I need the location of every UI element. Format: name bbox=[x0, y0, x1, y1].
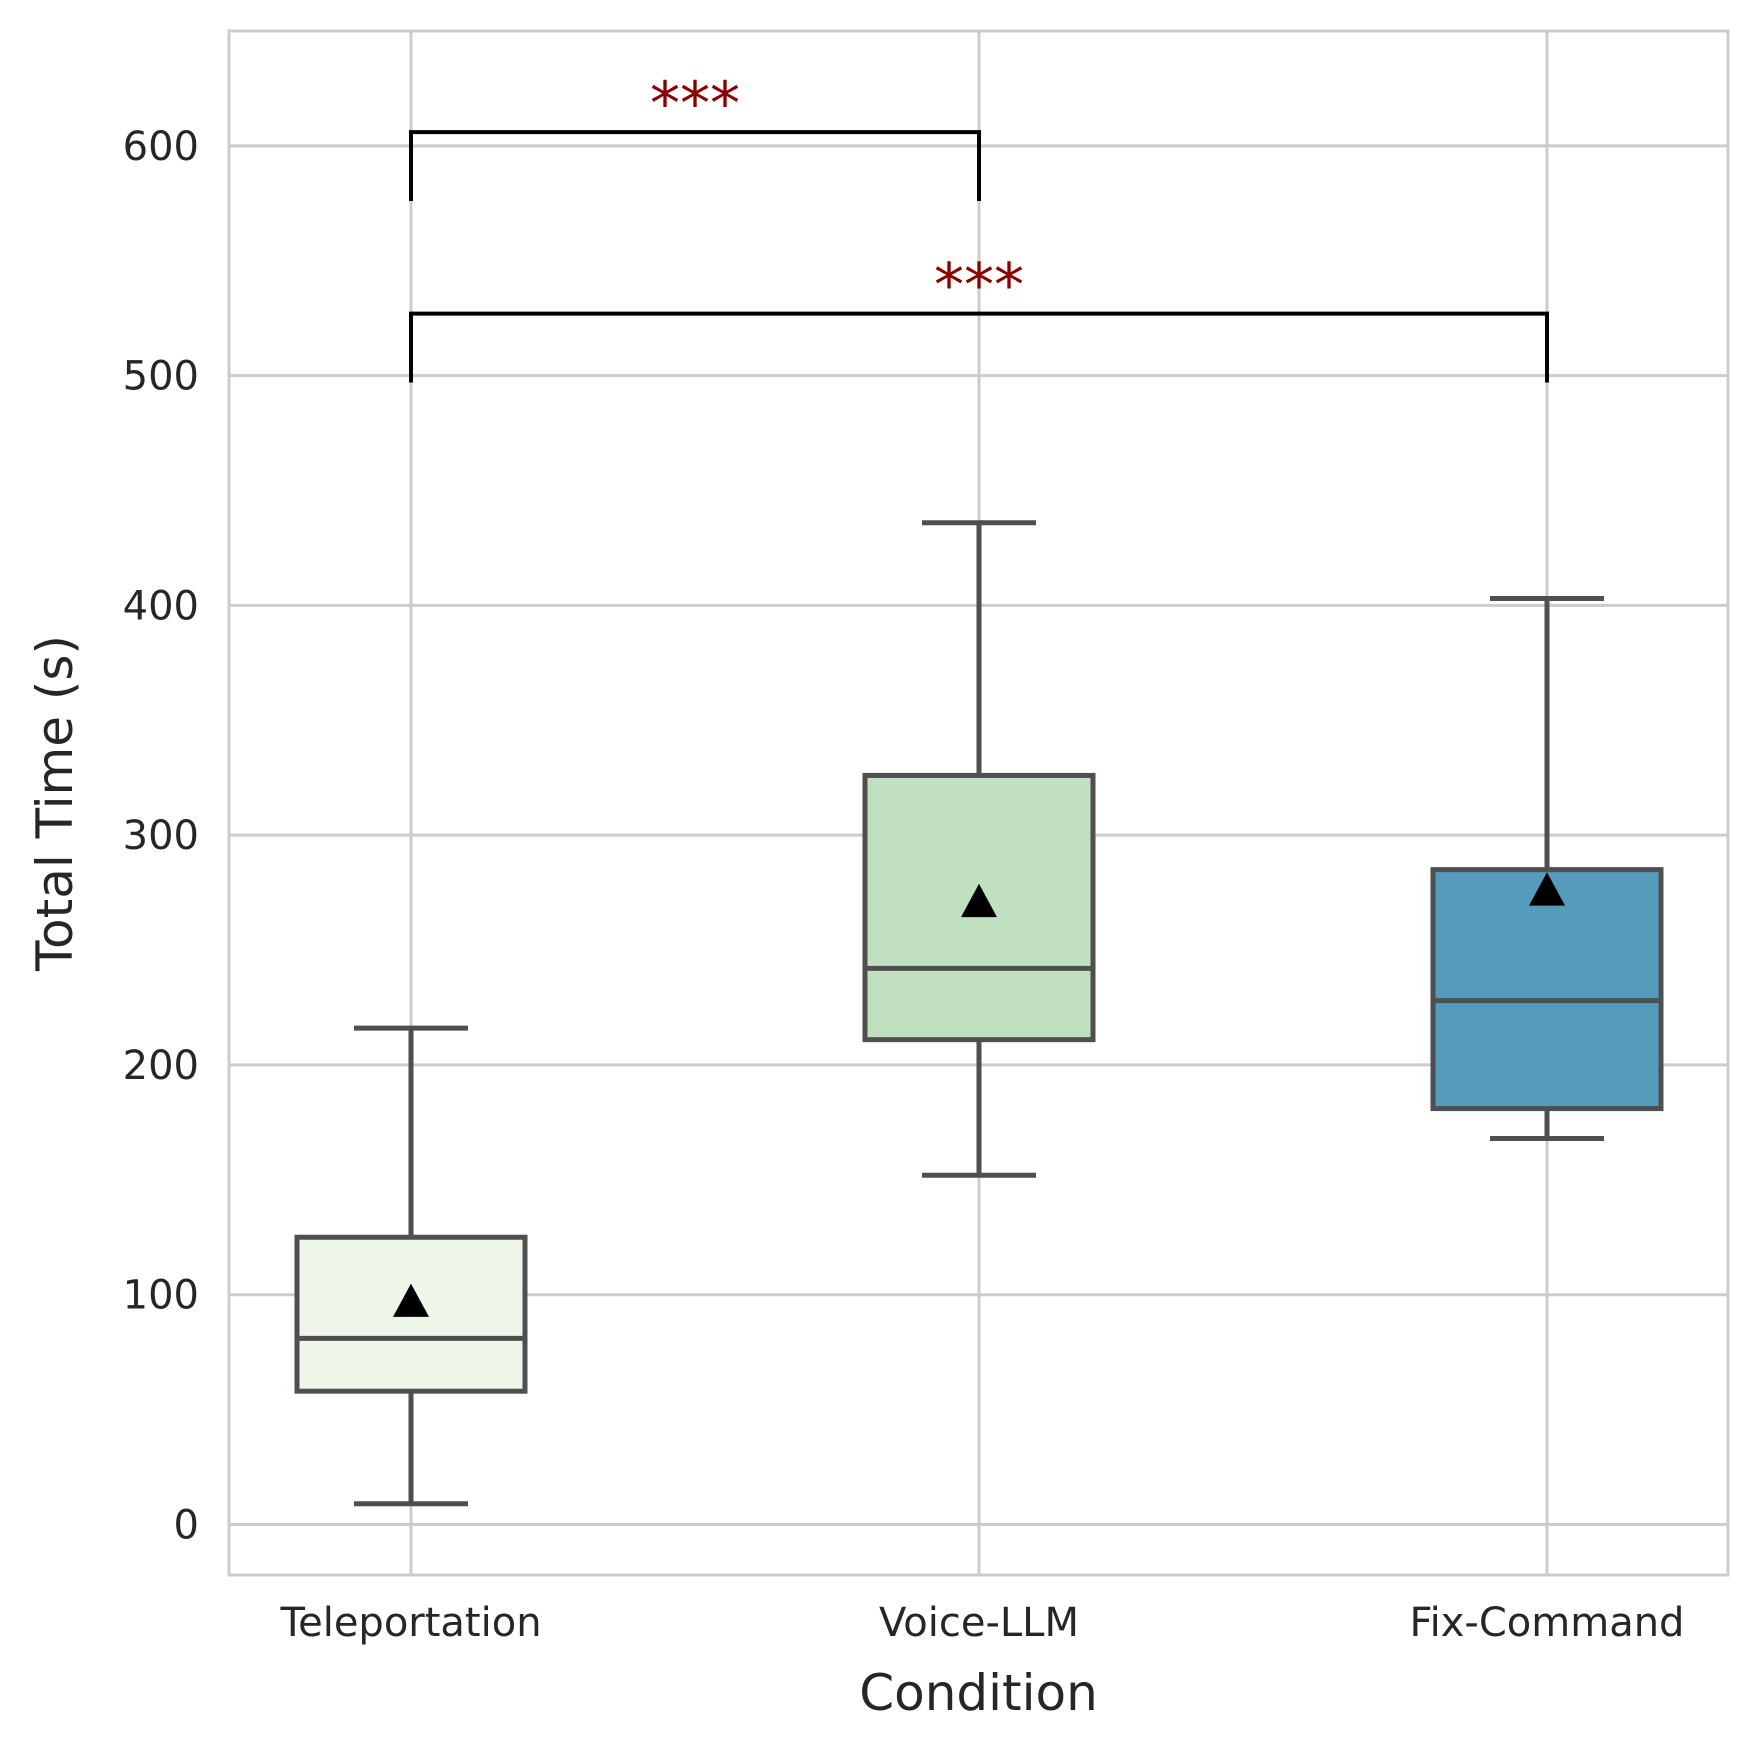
y-axis-title: Total Time (s) bbox=[26, 635, 84, 972]
plot-frame bbox=[227, 29, 1730, 1577]
iqr-box bbox=[1430, 867, 1664, 1112]
x-tick-label: Fix-Command bbox=[1410, 1600, 1685, 1646]
significance-label: *** bbox=[650, 69, 740, 139]
mean-marker bbox=[961, 883, 997, 918]
y-tick-label: 400 bbox=[123, 583, 199, 629]
box-group bbox=[294, 1025, 528, 1507]
boxes bbox=[294, 520, 1664, 1507]
y-tick-label: 200 bbox=[123, 1043, 199, 1089]
significance-label: *** bbox=[934, 251, 1024, 321]
bracket-line bbox=[409, 311, 1549, 383]
y-tick-label: 0 bbox=[174, 1502, 199, 1548]
y-tick-labels: 0 100 200 300 400 500 600 bbox=[123, 124, 199, 1549]
mean-marker bbox=[1529, 872, 1565, 906]
box-group bbox=[1430, 596, 1664, 1141]
y-tick-label: 500 bbox=[123, 354, 199, 400]
y-tick-label: 100 bbox=[123, 1273, 199, 1319]
x-axis-title: Condition bbox=[859, 1664, 1098, 1722]
x-tick-label: Voice-LLM bbox=[879, 1600, 1079, 1646]
x-tick-labels: Teleportation Voice-LLM Fix-Command bbox=[279, 1600, 1684, 1646]
mean-marker bbox=[393, 1283, 429, 1317]
y-tick-label: 600 bbox=[123, 124, 199, 170]
x-tick-label: Teleportation bbox=[279, 1600, 541, 1646]
box-group bbox=[862, 520, 1096, 1178]
significance-bracket: *** bbox=[409, 69, 981, 202]
bracket-line bbox=[409, 130, 981, 202]
significance-brackets: *** *** bbox=[409, 69, 1549, 383]
y-tick-label: 300 bbox=[123, 813, 199, 859]
significance-bracket: *** bbox=[409, 251, 1549, 383]
